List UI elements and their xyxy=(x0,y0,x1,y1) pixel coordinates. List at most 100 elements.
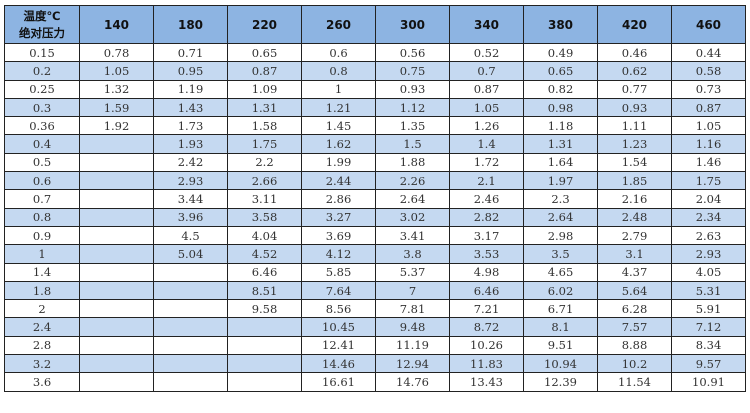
value-cell: 3.44 xyxy=(153,189,228,209)
value-cell: 2.64 xyxy=(523,207,598,227)
value-cell xyxy=(79,189,154,209)
pressure-cell: 0.2 xyxy=(4,61,80,81)
value-cell xyxy=(79,152,154,173)
value-cell: 0.77 xyxy=(597,79,672,99)
table-row: 0.9 4.5 4.04 3.69 3.41 3.17 2.98 2.79 2.63 xyxy=(4,225,746,246)
value-cell: 4.5 xyxy=(153,225,228,246)
value-cell: 1.75 xyxy=(671,171,746,191)
corner-header-cell: 温度℃ 绝对压力 xyxy=(4,5,80,44)
value-cell: 0.49 xyxy=(523,42,598,63)
pressure-cell: 0.25 xyxy=(4,79,80,99)
value-cell: 10.45 xyxy=(301,317,376,337)
value-cell: 1.43 xyxy=(153,97,228,118)
value-cell: 6.02 xyxy=(523,280,598,301)
value-cell: 3.69 xyxy=(301,225,376,246)
value-cell: 1.09 xyxy=(227,79,302,99)
value-cell: 16.61 xyxy=(301,372,376,392)
value-cell: 5.91 xyxy=(671,299,746,319)
value-cell: 1.73 xyxy=(153,116,228,136)
value-cell: 6.71 xyxy=(523,299,598,319)
table-row: 2 9.58 8.56 7.81 7.21 6.71 6.28 5.91 xyxy=(4,299,746,319)
value-cell: 0.93 xyxy=(375,79,450,99)
value-cell xyxy=(227,354,302,374)
value-cell: 1.26 xyxy=(449,116,524,136)
value-cell: 4.12 xyxy=(301,244,376,264)
value-cell: 3.5 xyxy=(523,244,598,264)
value-cell: 1.05 xyxy=(79,61,154,81)
value-cell: 12.94 xyxy=(375,354,450,374)
pressure-cell: 1.8 xyxy=(4,280,80,301)
value-cell: 0.95 xyxy=(153,61,228,81)
value-cell xyxy=(79,317,154,337)
value-cell: 0.65 xyxy=(227,42,302,63)
table-row: 0.6 2.93 2.66 2.44 2.26 2.1 1.97 1.85 1.75 xyxy=(4,171,746,191)
value-cell: 1.19 xyxy=(153,79,228,99)
value-cell: 13.43 xyxy=(449,372,524,392)
value-cell: 14.76 xyxy=(375,372,450,392)
value-cell: 4.65 xyxy=(523,262,598,282)
value-cell: 1.5 xyxy=(375,134,450,154)
value-cell: 1.23 xyxy=(597,134,672,154)
value-cell: 0.75 xyxy=(375,61,450,81)
value-cell: 1.64 xyxy=(523,152,598,173)
value-cell: 3.96 xyxy=(153,207,228,227)
value-cell: 2.34 xyxy=(671,207,746,227)
value-cell: 12.39 xyxy=(523,372,598,392)
value-cell: 2.42 xyxy=(153,152,228,173)
value-cell: 2.93 xyxy=(153,171,228,191)
value-cell: 1.62 xyxy=(301,134,376,154)
value-cell: 1.4 xyxy=(449,134,524,154)
value-cell: 10.26 xyxy=(449,335,524,356)
value-cell: 11.54 xyxy=(597,372,672,392)
value-cell: 1.99 xyxy=(301,152,376,173)
absolute-pressure-label: 绝对压力 xyxy=(19,25,65,40)
table-row: 0.25 1.32 1.19 1.09 1 0.93 0.87 0.82 0.77 0.73 xyxy=(4,79,746,99)
value-cell: 1.05 xyxy=(449,97,524,118)
value-cell: 2.3 xyxy=(523,189,598,209)
pressure-cell: 2.8 xyxy=(4,335,80,356)
value-cell xyxy=(227,317,302,337)
value-cell xyxy=(153,280,228,301)
value-cell: 7.21 xyxy=(449,299,524,319)
temperature-header-cell: 220 xyxy=(227,5,302,44)
temperature-header-cell: 380 xyxy=(523,5,598,44)
value-cell: 9.48 xyxy=(375,317,450,337)
value-cell: 2.98 xyxy=(523,225,598,246)
value-cell: 2.48 xyxy=(597,207,672,227)
temperature-header-cell: 260 xyxy=(301,5,376,44)
value-cell: 8.1 xyxy=(523,317,598,337)
pressure-cell: 0.5 xyxy=(4,152,80,173)
table-row: 0.5 2.42 2.2 1.99 1.88 1.72 1.64 1.54 1.46 xyxy=(4,152,746,173)
value-cell: 1.31 xyxy=(523,134,598,154)
value-cell: 8.34 xyxy=(671,335,746,356)
value-cell: 5.85 xyxy=(301,262,376,282)
value-cell: 0.46 xyxy=(597,42,672,63)
temperature-header-cell: 420 xyxy=(597,5,672,44)
temperature-header-cell: 180 xyxy=(153,5,228,44)
value-cell: 2.46 xyxy=(449,189,524,209)
value-cell xyxy=(227,335,302,356)
table-row: 0.36 1.92 1.73 1.58 1.45 1.35 1.26 1.18 1.11 1.05 xyxy=(4,116,746,136)
value-cell: 0.7 xyxy=(449,61,524,81)
value-cell: 1.85 xyxy=(597,171,672,191)
value-cell xyxy=(79,207,154,227)
value-cell: 1.59 xyxy=(79,97,154,118)
value-cell: 2.66 xyxy=(227,171,302,191)
value-cell: 5.37 xyxy=(375,262,450,282)
table-row: 0.2 1.05 0.95 0.87 0.8 0.75 0.7 0.65 0.62 0.58 xyxy=(4,61,746,81)
value-cell: 10.91 xyxy=(671,372,746,392)
value-cell: 8.88 xyxy=(597,335,672,356)
pressure-cell: 0.8 xyxy=(4,207,80,227)
pressure-cell: 0.6 xyxy=(4,171,80,191)
table-row: 0.15 0.78 0.71 0.65 0.6 0.56 0.52 0.49 0.46 0.44 xyxy=(4,42,746,63)
value-cell: 2.63 xyxy=(671,225,746,246)
value-cell: 11.19 xyxy=(375,335,450,356)
value-cell xyxy=(153,262,228,282)
value-cell: 1.54 xyxy=(597,152,672,173)
value-cell: 3.53 xyxy=(449,244,524,264)
value-cell: 6.46 xyxy=(227,262,302,282)
table-row: 2.8 12.41 11.19 10.26 9.51 8.88 8.34 xyxy=(4,335,746,356)
value-cell: 9.57 xyxy=(671,354,746,374)
pressure-cell: 0.4 xyxy=(4,134,80,154)
value-cell: 1.97 xyxy=(523,171,598,191)
